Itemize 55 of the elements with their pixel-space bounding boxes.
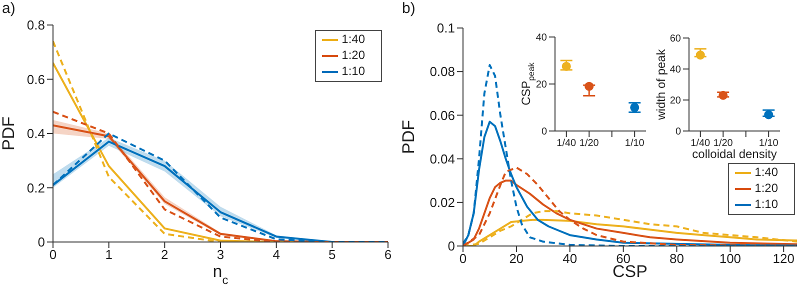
y-tick-label: 0 <box>541 126 548 138</box>
x-tick-label: 6 <box>384 247 392 262</box>
x-tick-label: 1/20 <box>713 138 734 150</box>
x-tick-label: 120 <box>772 251 794 266</box>
point <box>630 102 640 112</box>
legend-label: 1:20 <box>342 48 365 62</box>
y-tick-label: 20 <box>670 96 682 107</box>
y-tick-label: 0.4 <box>26 126 45 142</box>
y-tick-label: 20 <box>536 80 548 91</box>
y-axis-title: width of peak <box>654 48 668 121</box>
chart-title: a) <box>2 0 16 17</box>
x-tick-label: 2 <box>161 247 168 262</box>
y-tick-label: 0.04 <box>430 151 455 166</box>
x-tick-label: 1/20 <box>579 138 600 150</box>
legend-label: 1:20 <box>754 181 778 196</box>
y-tick-label: 0.8 <box>26 18 45 33</box>
y-tick-label: 0.06 <box>430 108 455 123</box>
legend-label: 1:40 <box>754 165 778 180</box>
y-axis-title: PDF <box>399 120 418 154</box>
x-tick-label: 0 <box>49 247 57 262</box>
y-tick-label: 0.1 <box>436 20 455 36</box>
x-tick-label: 5 <box>328 247 336 262</box>
x-tick-label: 40 <box>562 251 578 266</box>
x-tick-label: 0 <box>459 251 467 266</box>
point <box>696 50 705 60</box>
x-tick-label: 20 <box>509 251 524 266</box>
y-axis-title: PDF <box>0 116 18 150</box>
x-tick-label: 1/40 <box>690 138 711 150</box>
x-tick-label: 1/10 <box>758 138 779 150</box>
point <box>764 110 774 120</box>
y-tick-label: 0.02 <box>430 195 455 210</box>
y-tick-label: 0 <box>675 126 682 138</box>
y-tick-label: 40 <box>536 32 548 44</box>
y-tick-label: 40 <box>670 64 682 76</box>
point <box>562 62 571 71</box>
point <box>584 82 594 91</box>
x-tick-label: 100 <box>719 251 742 266</box>
chart-title: b) <box>402 0 416 17</box>
legend-label: 1:10 <box>754 197 778 212</box>
y-tick-label: 0 <box>38 234 45 250</box>
x-tick-label: 1 <box>105 247 112 262</box>
legend-label: 1:10 <box>342 64 365 78</box>
x-tick-label: 3 <box>216 247 224 262</box>
point <box>718 90 728 100</box>
x-tick-label: 1/40 <box>556 138 577 150</box>
y-tick-label: 60 <box>670 34 682 45</box>
y-tick-label: 0.2 <box>26 180 45 196</box>
x-axis-title: n$_{c}$ <box>212 262 228 287</box>
x-tick-label: 80 <box>670 251 684 266</box>
x-axis-title: colloidal density <box>692 147 777 161</box>
x-tick-label: 4 <box>272 247 280 262</box>
legend-label: 1:40 <box>342 32 365 46</box>
y-tick-label: 0.6 <box>26 72 45 87</box>
y-tick-label: 0.08 <box>430 64 455 80</box>
x-tick-label: 1/10 <box>624 138 645 150</box>
